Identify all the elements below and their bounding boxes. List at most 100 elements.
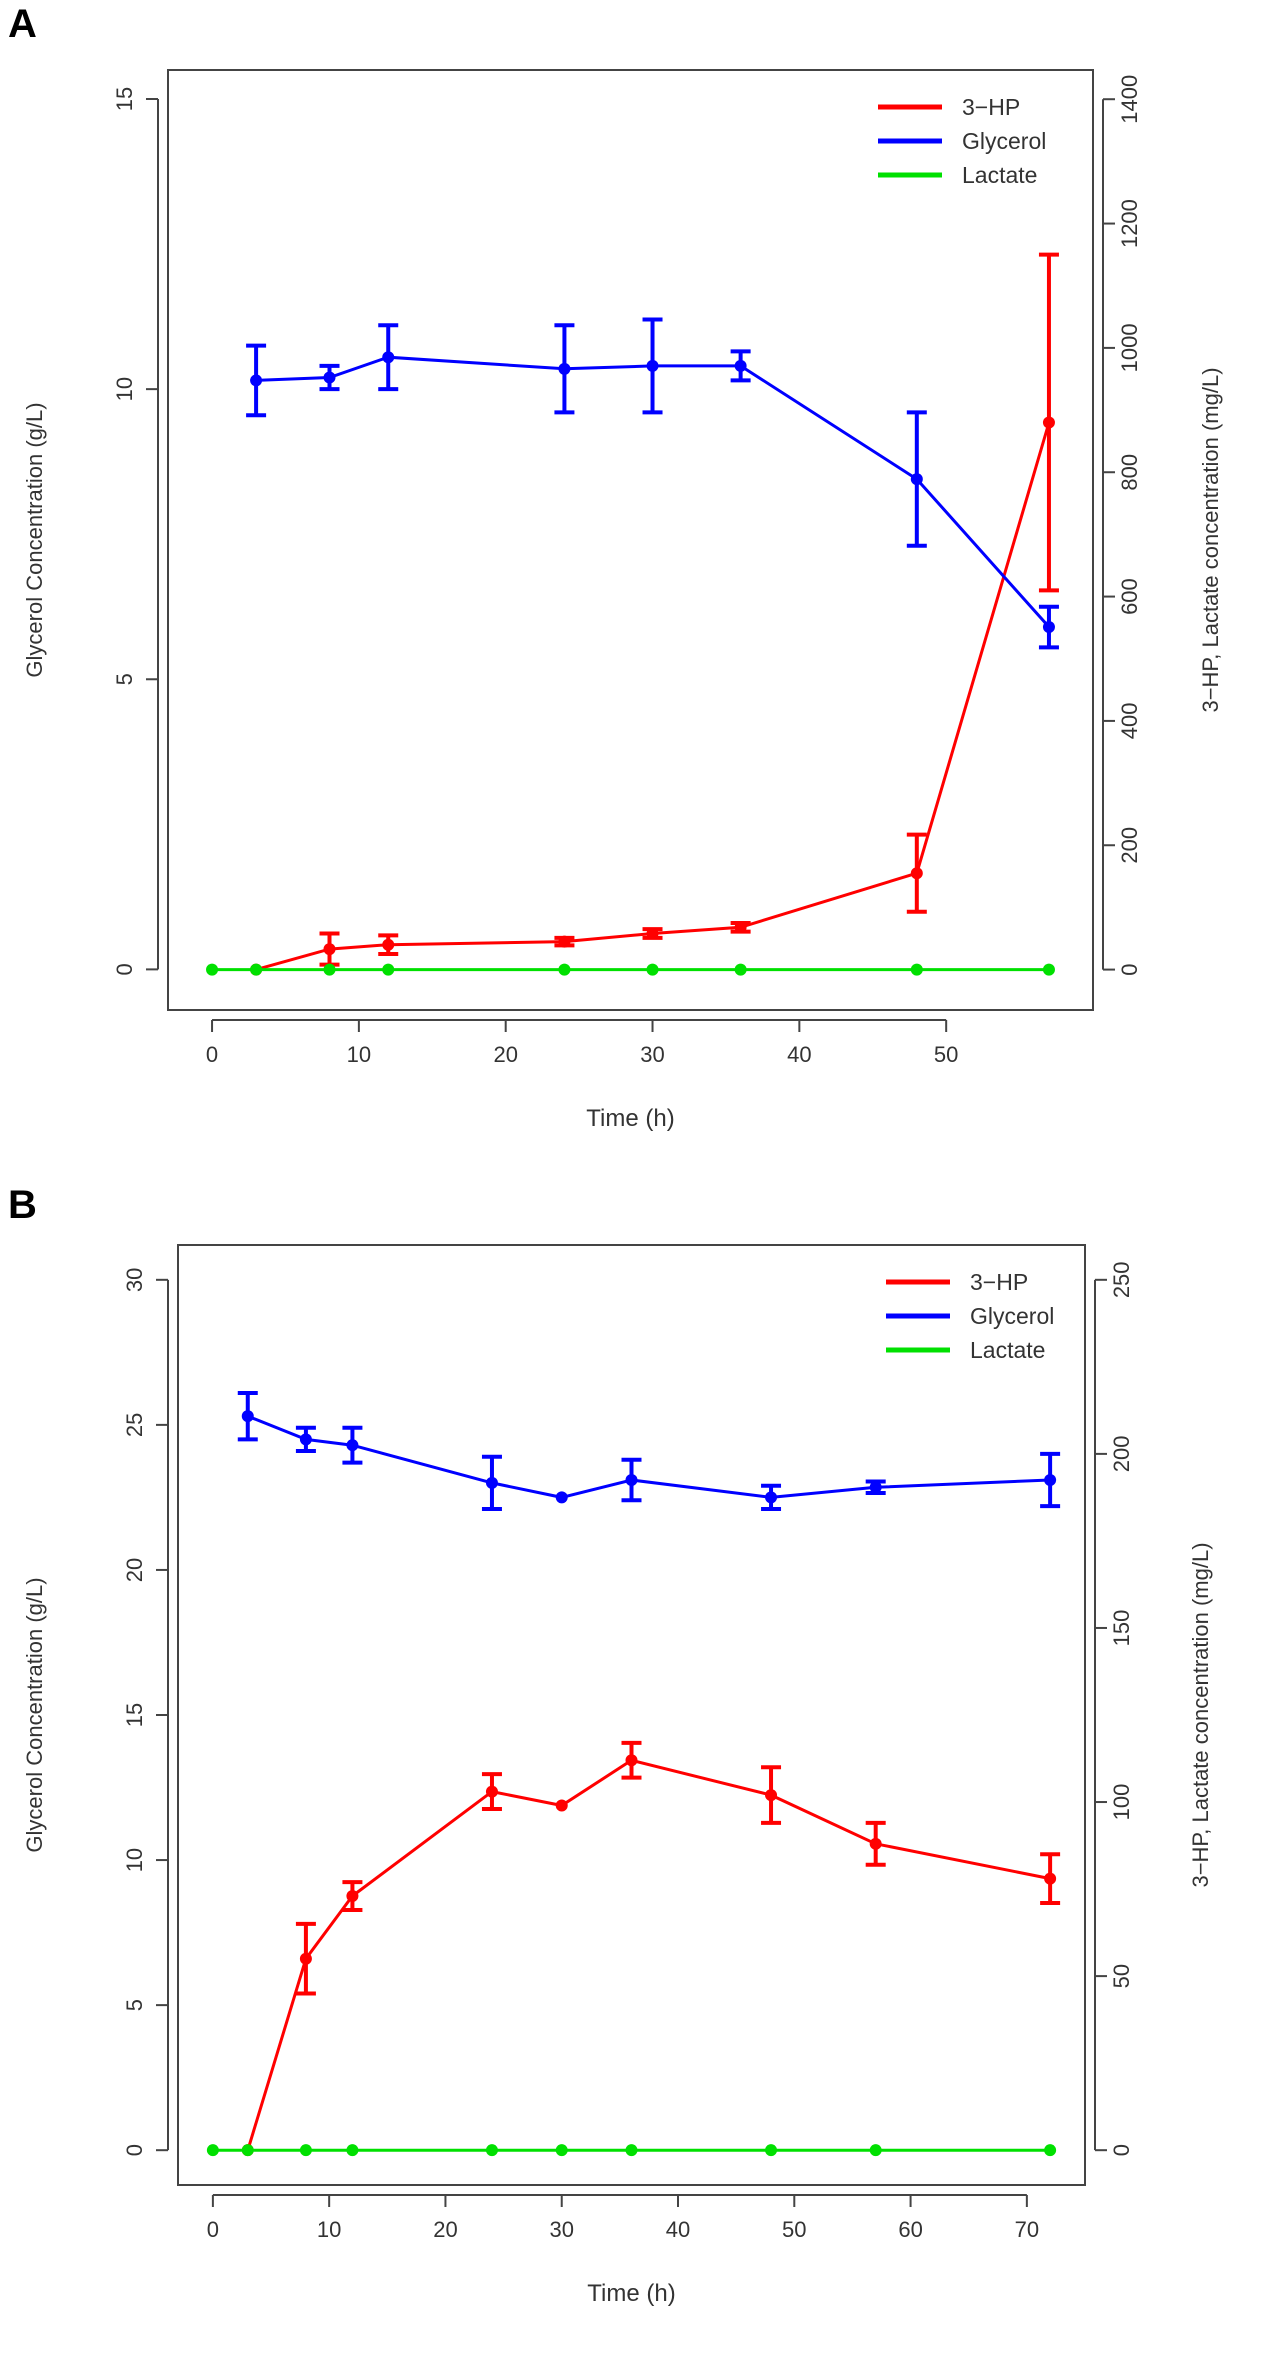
data-point xyxy=(1042,963,1055,976)
data-point xyxy=(869,1481,882,1494)
data-point xyxy=(485,1785,498,1798)
y2-axis-title: 3−HP, Lactate concentration (mg/L) xyxy=(1198,367,1223,712)
panel-a: A 0 10 20 30 40 50 Time (h) 0 5 10 15 Glycerol Conc… xyxy=(8,2,1223,1132)
y2-tick-label: 400 xyxy=(1117,703,1142,740)
y2-tick-label: 200 xyxy=(1117,827,1142,864)
data-point xyxy=(555,1491,568,1504)
data-point xyxy=(382,963,395,976)
y2-tick-label: 1200 xyxy=(1117,199,1142,248)
legend-label: Lactate xyxy=(970,1337,1045,1363)
data-point xyxy=(646,359,659,372)
data-point xyxy=(910,473,923,486)
data-point xyxy=(765,1491,778,1504)
x-axis-title: Time (h) xyxy=(586,1105,674,1132)
data-point xyxy=(299,1952,312,1965)
y-tick-label: 5 xyxy=(112,673,137,685)
x-axis-title: Time (h) xyxy=(587,2280,675,2307)
x-tick-label: 30 xyxy=(640,1042,664,1067)
y2-tick-label: 600 xyxy=(1117,578,1142,615)
legend-label: Glycerol xyxy=(970,1303,1054,1329)
data-point xyxy=(485,1476,498,1489)
x-tick-label: 40 xyxy=(666,2217,690,2242)
panel-label: A xyxy=(8,2,37,46)
data-point xyxy=(734,359,747,372)
legend-label: 3−HP xyxy=(962,94,1020,120)
series-line-glycerol xyxy=(247,1414,1051,1499)
data-point xyxy=(765,1789,778,1802)
plot-frame xyxy=(177,1244,1086,2186)
plot-frame xyxy=(167,69,1094,1011)
x-tick-label: 10 xyxy=(317,2217,341,2242)
data-point xyxy=(558,963,571,976)
y-tick-label: 10 xyxy=(122,1848,147,1872)
data-point xyxy=(382,938,395,951)
y2-tick-label: 1000 xyxy=(1117,323,1142,372)
data-point xyxy=(346,2144,359,2157)
y2-tick-label: 1400 xyxy=(1117,75,1142,124)
x-tick-label: 0 xyxy=(207,2217,219,2242)
data-point xyxy=(206,963,219,976)
data-point xyxy=(646,963,659,976)
data-point xyxy=(910,867,923,880)
y-tick-label: 10 xyxy=(112,377,137,401)
y-axis-title: Glycerol Concentration (g/L) xyxy=(22,1577,47,1852)
data-point xyxy=(346,1439,359,1452)
series-line-3hp xyxy=(255,422,1051,972)
data-point xyxy=(869,2144,882,2157)
y2-tick-label: 250 xyxy=(1109,1261,1134,1298)
data-point xyxy=(765,2144,778,2157)
x-tick-label: 20 xyxy=(433,2217,457,2242)
chart-panel-a: 0 10 20 30 40 50 Time (h) 0 5 10 15 Glycerol Concen… xyxy=(22,69,1223,1132)
data-point xyxy=(1044,2144,1057,2157)
legend-label: 3−HP xyxy=(970,1269,1028,1295)
data-point xyxy=(625,2144,638,2157)
y-tick-label: 5 xyxy=(122,1999,147,2011)
y-axis-title: Glycerol Concentration (g/L) xyxy=(22,402,47,677)
data-point xyxy=(323,371,336,384)
data-point xyxy=(241,2144,254,2157)
data-point xyxy=(1042,416,1055,429)
data-point xyxy=(485,2144,498,2157)
y2-tick-label: 150 xyxy=(1109,1610,1134,1647)
x-tick-label: 50 xyxy=(782,2217,806,2242)
chart-panel-b: 0 10 20 30 40 50 60 70 Time (h) 0 5 10 15 20 25 30 Glyce… xyxy=(22,1244,1213,2307)
legend-label: Glycerol xyxy=(962,128,1046,154)
y-tick-label: 15 xyxy=(122,1703,147,1727)
data-point xyxy=(558,362,571,375)
data-point xyxy=(323,943,336,956)
y2-tick-label: 800 xyxy=(1117,454,1142,491)
y-tick-label: 0 xyxy=(122,2144,147,2156)
series-line-glycerol xyxy=(256,355,1051,628)
data-point xyxy=(299,2144,312,2157)
y-tick-label: 15 xyxy=(112,87,137,111)
y-tick-label: 25 xyxy=(122,1413,147,1437)
x-tick-label: 30 xyxy=(549,2217,573,2242)
x-tick-label: 60 xyxy=(898,2217,922,2242)
y-tick-label: 0 xyxy=(112,963,137,975)
data-point xyxy=(241,1410,254,1423)
data-point xyxy=(625,1474,638,1486)
series-line-3hp xyxy=(246,1758,1051,2151)
data-point xyxy=(250,374,263,387)
y2-tick-label: 100 xyxy=(1109,1784,1134,1821)
data-point xyxy=(382,351,395,364)
panel-b: B 0 10 20 30 40 50 60 70 Time (h) 0 5 10 15 20 25 30 Gly… xyxy=(0,1181,1267,2362)
x-tick-label: 20 xyxy=(493,1042,517,1067)
data-point xyxy=(1044,1872,1057,1885)
legend-label: Lactate xyxy=(962,162,1037,188)
data-point xyxy=(250,963,263,976)
data-point xyxy=(555,2144,568,2157)
y2-tick-label: 0 xyxy=(1109,2144,1134,2156)
data-point xyxy=(555,1799,568,1812)
data-point xyxy=(323,963,336,976)
x-tick-label: 50 xyxy=(934,1042,958,1067)
data-point xyxy=(869,1837,882,1850)
x-tick-label: 10 xyxy=(347,1042,371,1067)
y2-tick-label: 50 xyxy=(1109,1964,1134,1988)
data-point xyxy=(346,1890,359,1903)
y-tick-label: 30 xyxy=(122,1268,147,1292)
x-tick-label: 0 xyxy=(206,1042,218,1067)
y2-tick-label: 0 xyxy=(1117,963,1142,975)
data-point xyxy=(734,963,747,976)
y2-tick-label: 200 xyxy=(1109,1436,1134,1473)
